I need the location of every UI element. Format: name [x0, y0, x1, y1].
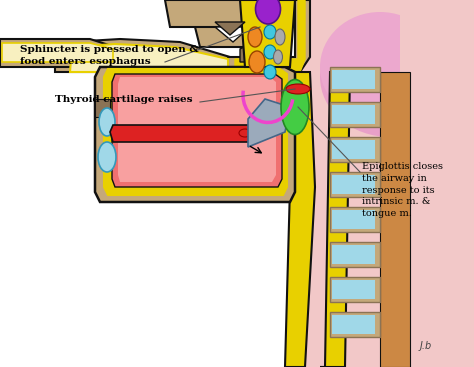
Polygon shape: [165, 0, 280, 27]
Polygon shape: [110, 125, 258, 142]
Polygon shape: [195, 0, 270, 47]
Ellipse shape: [239, 129, 251, 137]
Text: Epiglottis closes
the airway in
response to its
intrinsic m. &
tongue m.: Epiglottis closes the airway in response…: [362, 162, 443, 218]
Polygon shape: [330, 137, 380, 162]
Polygon shape: [330, 172, 380, 197]
Text: Thyroid cartilage raises: Thyroid cartilage raises: [55, 94, 192, 103]
Polygon shape: [330, 207, 380, 232]
Ellipse shape: [320, 17, 460, 137]
Ellipse shape: [286, 84, 310, 94]
Polygon shape: [55, 39, 230, 72]
Ellipse shape: [275, 29, 285, 45]
Polygon shape: [0, 39, 115, 67]
Polygon shape: [400, 0, 474, 367]
Polygon shape: [330, 277, 380, 302]
Polygon shape: [332, 315, 375, 334]
Ellipse shape: [264, 65, 276, 79]
Polygon shape: [104, 69, 287, 195]
Polygon shape: [332, 245, 375, 264]
Polygon shape: [330, 242, 380, 267]
Ellipse shape: [281, 80, 309, 134]
Polygon shape: [332, 140, 375, 159]
Polygon shape: [330, 102, 380, 127]
Polygon shape: [240, 44, 270, 62]
Polygon shape: [248, 99, 290, 147]
Polygon shape: [215, 27, 250, 42]
Polygon shape: [240, 0, 295, 67]
Text: Sphincter is pressed to open &
food enters esophagus: Sphincter is pressed to open & food ente…: [20, 45, 199, 66]
Polygon shape: [95, 67, 295, 202]
Polygon shape: [330, 312, 380, 337]
Polygon shape: [112, 74, 282, 187]
Ellipse shape: [99, 108, 115, 136]
Polygon shape: [332, 280, 375, 299]
Text: J.b: J.b: [420, 341, 432, 351]
Polygon shape: [2, 43, 113, 62]
Polygon shape: [285, 72, 315, 367]
Polygon shape: [332, 70, 375, 89]
Polygon shape: [215, 22, 245, 35]
Polygon shape: [70, 44, 228, 72]
Polygon shape: [228, 0, 310, 72]
Polygon shape: [332, 175, 375, 194]
Ellipse shape: [264, 25, 276, 39]
Polygon shape: [320, 72, 350, 367]
Polygon shape: [300, 0, 474, 367]
Ellipse shape: [320, 12, 440, 122]
Polygon shape: [95, 99, 110, 117]
Ellipse shape: [264, 5, 276, 19]
Ellipse shape: [255, 0, 281, 24]
Polygon shape: [235, 0, 305, 72]
Polygon shape: [330, 67, 380, 92]
Polygon shape: [332, 210, 375, 229]
Ellipse shape: [98, 142, 116, 172]
Ellipse shape: [248, 27, 262, 47]
Polygon shape: [380, 72, 410, 367]
Ellipse shape: [249, 51, 265, 73]
Ellipse shape: [273, 50, 283, 64]
Ellipse shape: [264, 45, 276, 59]
Polygon shape: [118, 77, 276, 182]
Polygon shape: [332, 105, 375, 124]
